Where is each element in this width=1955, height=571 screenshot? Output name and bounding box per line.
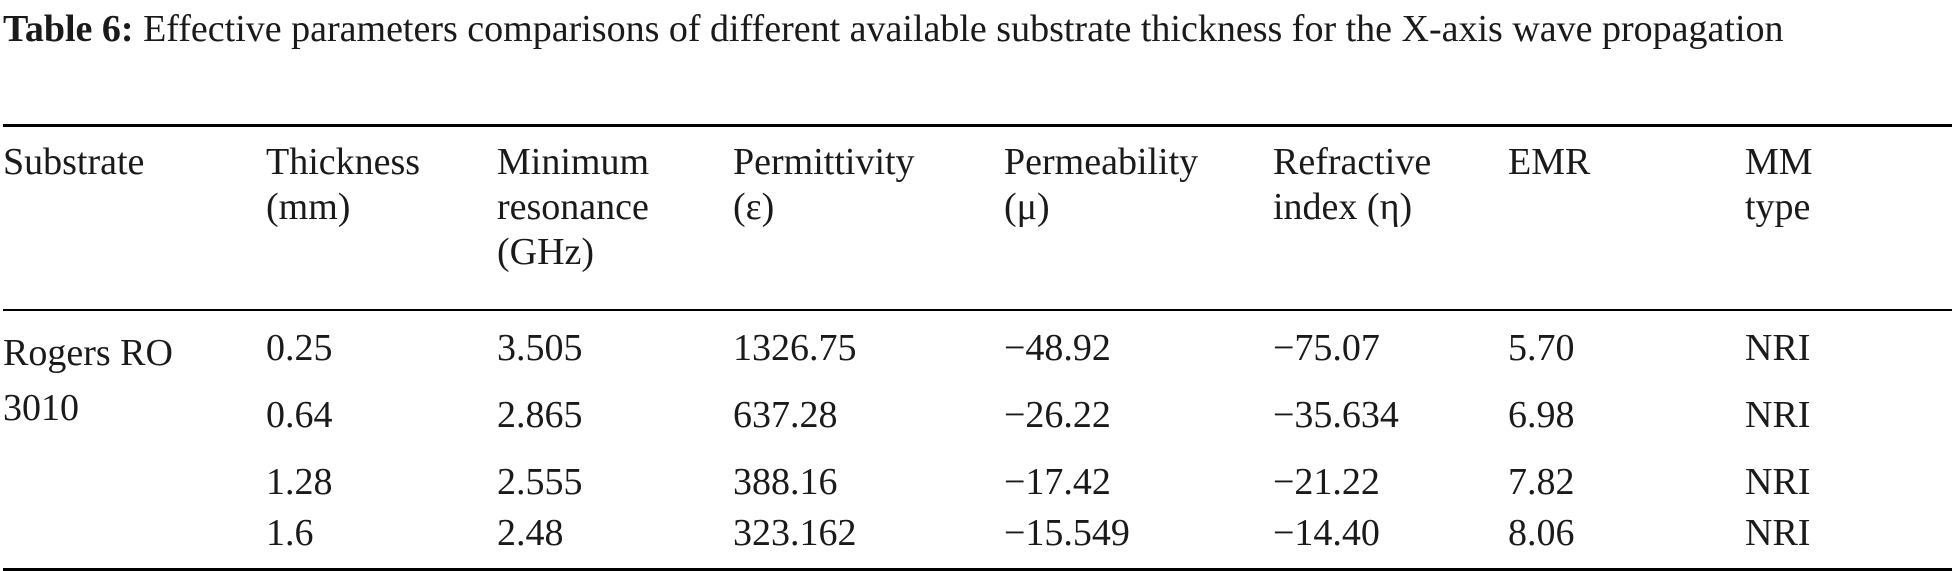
header-permeability: Permeability (μ) xyxy=(1004,141,1199,228)
cell-thickness: 1.6 xyxy=(266,512,314,554)
header-thickness: Thickness (mm) xyxy=(266,141,421,228)
header-mm-type: MM type xyxy=(1745,141,1813,228)
caption-label: Table 6: xyxy=(3,8,134,50)
cell-permeability: −26.22 xyxy=(1004,394,1111,436)
table-caption: Table 6: Effective parameters comparison… xyxy=(3,4,1953,54)
cell-refractive-index: −35.634 xyxy=(1273,394,1399,436)
cell-refractive-index: −21.22 xyxy=(1273,461,1380,503)
header-permittivity: Permittivity (ε) xyxy=(733,141,915,228)
cell-refractive-index: −75.07 xyxy=(1273,327,1380,369)
cell-mm-type: NRI xyxy=(1745,461,1811,503)
top-rule xyxy=(3,124,1952,127)
cell-refractive-index: −14.40 xyxy=(1273,512,1380,554)
cell-mm-type: NRI xyxy=(1745,512,1811,554)
caption-text: Effective parameters comparisons of diff… xyxy=(133,8,1784,50)
cell-mm-type: NRI xyxy=(1745,394,1811,436)
bottom-rule xyxy=(3,568,1952,571)
cell-emr: 8.06 xyxy=(1508,512,1575,554)
cell-permeability: −17.42 xyxy=(1004,461,1111,503)
cell-mm-type: NRI xyxy=(1745,327,1811,369)
header-emr: EMR xyxy=(1508,141,1591,183)
cell-permeability: −15.549 xyxy=(1004,512,1130,554)
cell-thickness: 0.25 xyxy=(266,327,333,369)
cell-emr: 7.82 xyxy=(1508,461,1575,503)
cell-resonance: 2.865 xyxy=(497,394,583,436)
cell-resonance: 2.555 xyxy=(497,461,583,503)
header-substrate: Substrate xyxy=(3,141,145,183)
cell-emr: 6.98 xyxy=(1508,394,1575,436)
header-refractive-index: Refractive index (η) xyxy=(1273,141,1432,228)
cell-emr: 5.70 xyxy=(1508,327,1575,369)
cell-resonance: 2.48 xyxy=(497,512,564,554)
substrate-cell: Rogers RO 3010 xyxy=(3,332,173,429)
cell-permittivity: 388.16 xyxy=(733,461,838,503)
cell-permittivity: 1326.75 xyxy=(733,327,857,369)
header-minimum-resonance: Minimum resonance (GHz) xyxy=(497,141,650,273)
header-rule xyxy=(3,309,1952,311)
cell-resonance: 3.505 xyxy=(497,327,583,369)
cell-permittivity: 637.28 xyxy=(733,394,838,436)
cell-permeability: −48.92 xyxy=(1004,327,1111,369)
cell-thickness: 0.64 xyxy=(266,394,333,436)
cell-permittivity: 323.162 xyxy=(733,512,857,554)
cell-thickness: 1.28 xyxy=(266,461,333,503)
